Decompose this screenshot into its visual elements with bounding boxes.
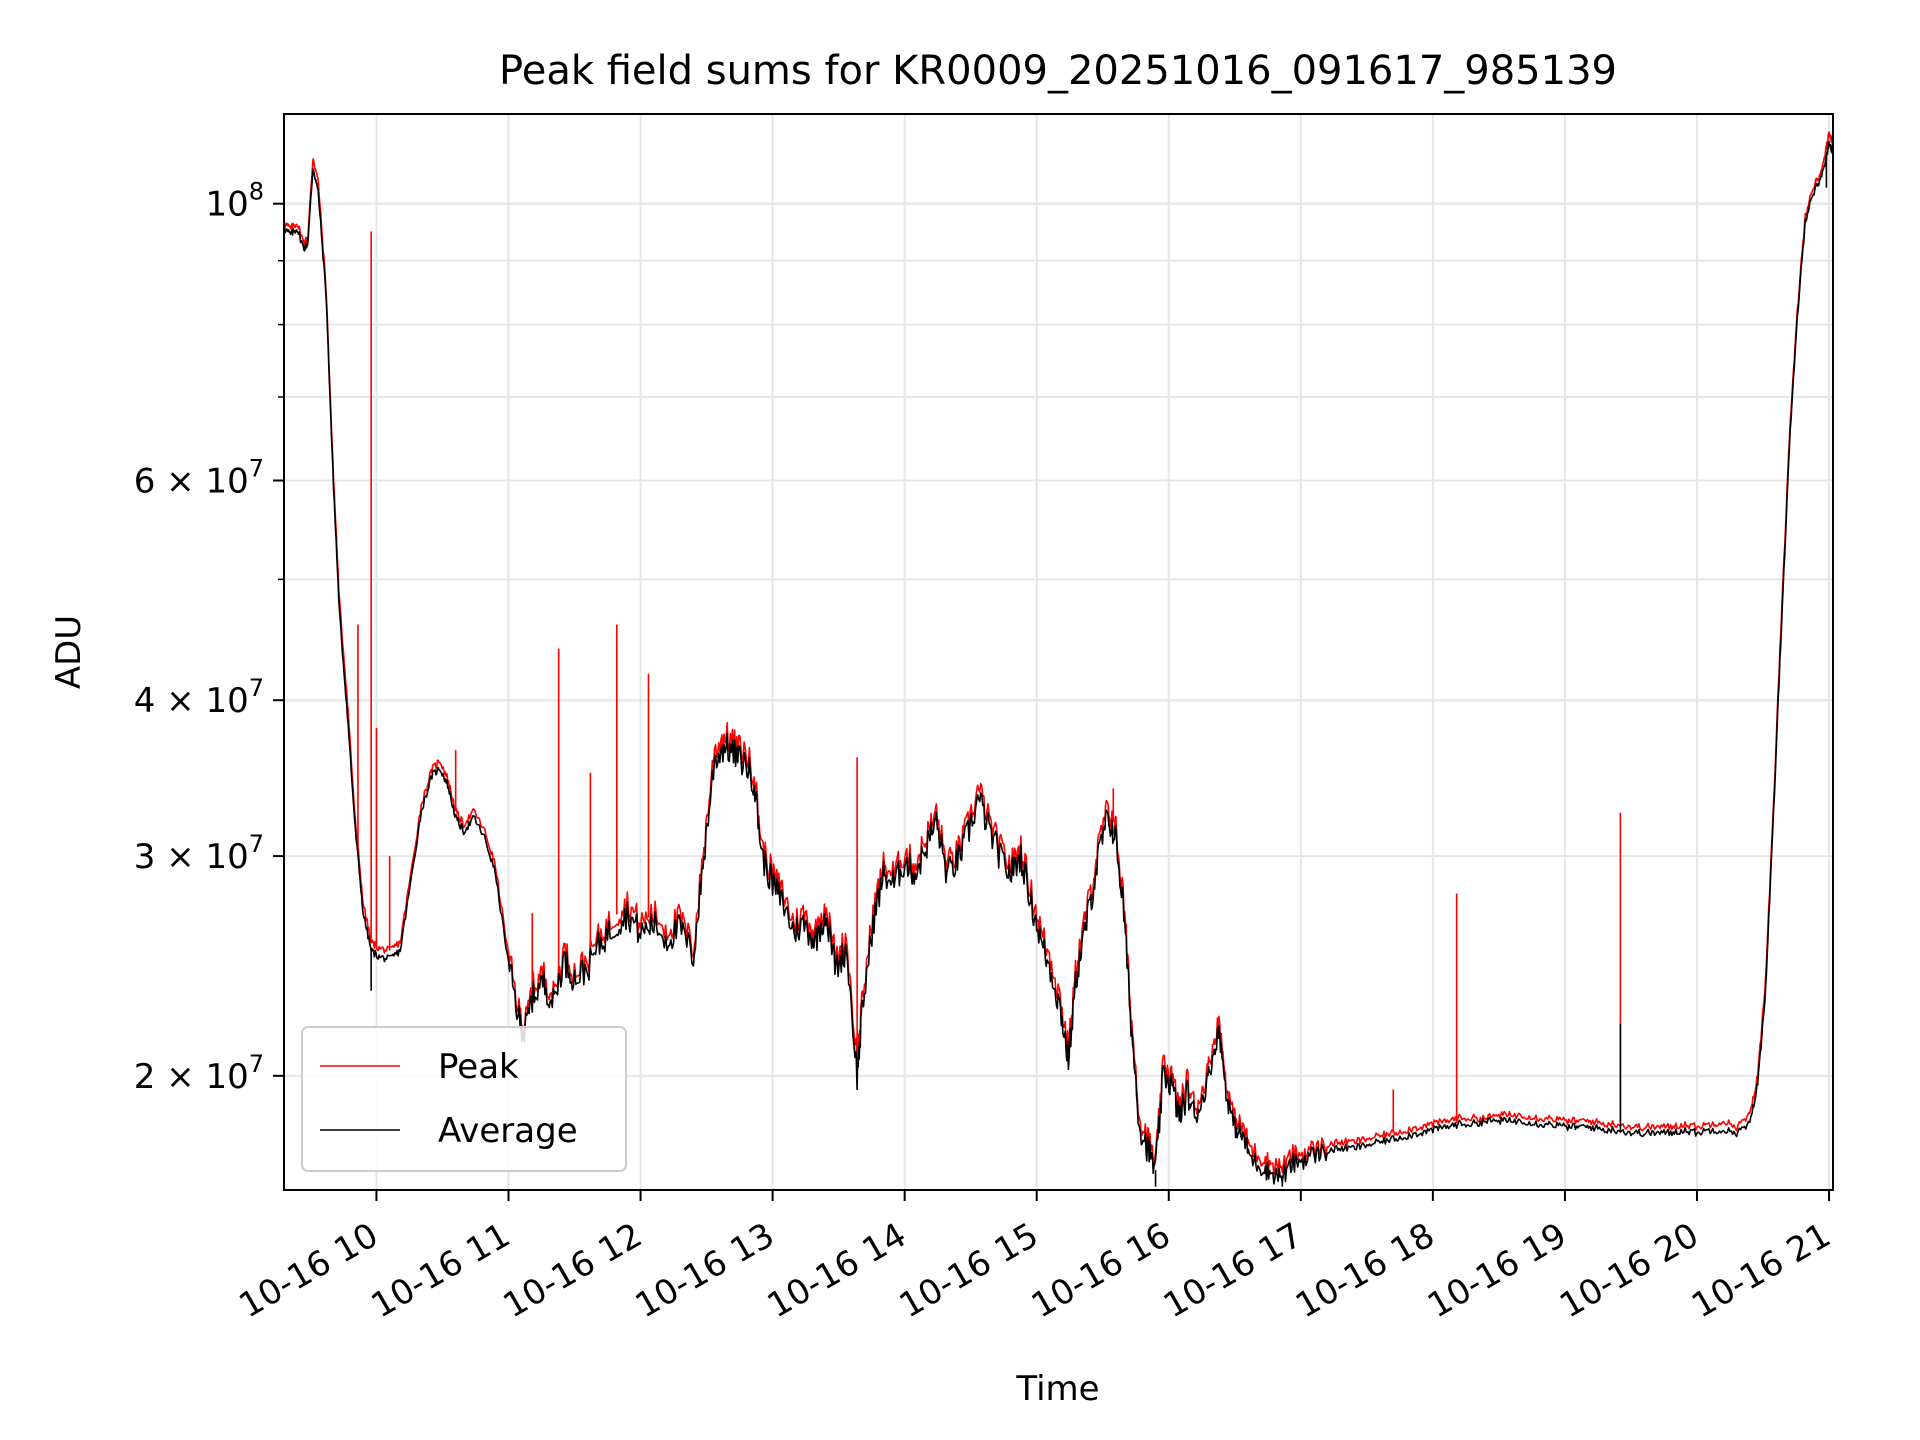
x-tick-label: 10-16 11 bbox=[365, 1215, 517, 1326]
x-tick-label: 10-16 12 bbox=[497, 1215, 649, 1326]
grid bbox=[284, 114, 1833, 1190]
x-tick-label: 10-16 13 bbox=[629, 1215, 781, 1326]
legend-box bbox=[301, 1026, 627, 1172]
x-tick-label: 10-16 17 bbox=[1157, 1215, 1309, 1326]
x-tick-label: 10-16 18 bbox=[1289, 1215, 1441, 1326]
x-tick-label: 10-16 21 bbox=[1685, 1215, 1837, 1326]
average-series-line bbox=[283, 140, 1834, 1185]
y-tick-label: 108 bbox=[205, 178, 264, 225]
legend: Peak Average bbox=[301, 1026, 627, 1172]
chart-title: Peak field sums for KR0009_20251016_0916… bbox=[499, 48, 1617, 94]
x-axis-label: Time bbox=[1015, 1369, 1099, 1409]
x-tick-label: 10-16 19 bbox=[1421, 1215, 1573, 1326]
legend-label-average: Average bbox=[438, 1111, 578, 1151]
plot-frame bbox=[283, 113, 1834, 1191]
peak-series-line bbox=[283, 131, 1834, 1175]
y-tick-label: 4 × 107 bbox=[134, 674, 264, 721]
x-tick-label: 10-16 14 bbox=[761, 1215, 913, 1326]
x-tick-label: 10-16 10 bbox=[233, 1215, 385, 1326]
y-axis-label: ADU bbox=[49, 615, 89, 689]
y-tick-label: 3 × 107 bbox=[134, 830, 264, 877]
x-tick-label: 10-16 15 bbox=[893, 1215, 1045, 1326]
legend-label-peak: Peak bbox=[438, 1047, 519, 1087]
y-axis: 2 × 107 3 × 107 4 × 107 6 × 107 108 bbox=[134, 178, 284, 1097]
x-tick-label: 10-16 16 bbox=[1025, 1215, 1177, 1326]
series-layer bbox=[283, 131, 1834, 1187]
y-tick-label: 6 × 107 bbox=[134, 454, 264, 501]
y-tick-label: 2 × 107 bbox=[134, 1050, 264, 1097]
x-tick-label: 10-16 20 bbox=[1553, 1215, 1705, 1326]
